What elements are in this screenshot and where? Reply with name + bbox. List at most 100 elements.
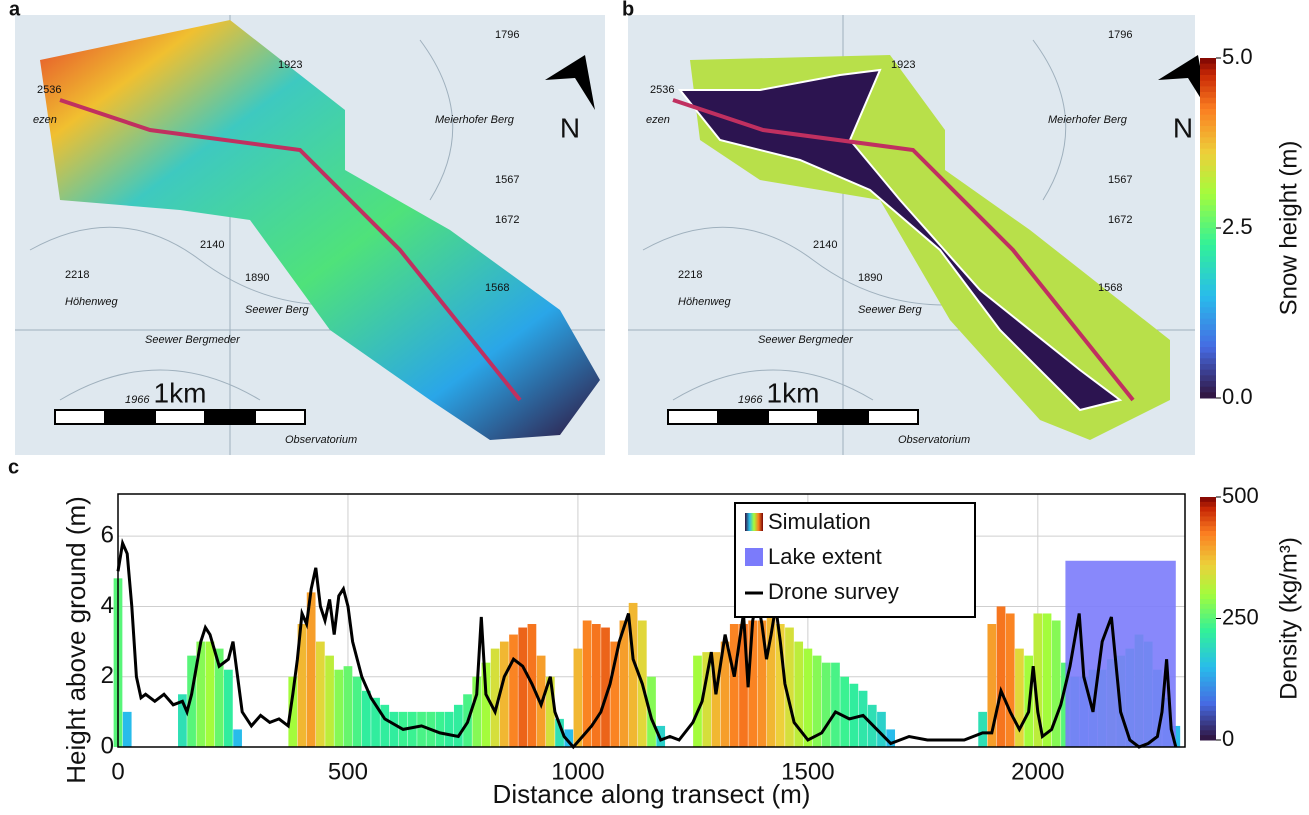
colorbar-cell <box>1200 662 1216 668</box>
north-label: N <box>560 112 580 143</box>
colorbar-cell <box>1200 618 1216 624</box>
simulation-column <box>720 641 730 747</box>
place-label: 1890 <box>245 272 269 284</box>
colorbar-cell <box>1200 497 1216 503</box>
simulation-column <box>591 624 601 747</box>
x-tick-label: 1000 <box>551 758 604 785</box>
colorbar-cell <box>1200 109 1216 116</box>
scale-bar <box>867 409 919 425</box>
colorbar-cell <box>1200 307 1216 314</box>
colorbar-cell <box>1200 381 1216 388</box>
colorbar-cell <box>1200 284 1216 291</box>
simulation-column <box>610 641 620 747</box>
north-label: N <box>1173 112 1193 143</box>
colorbar-cell <box>1200 526 1216 532</box>
simulation-column <box>812 655 822 747</box>
place-label: 1672 <box>495 214 519 226</box>
simulation-column <box>122 711 132 747</box>
simulation-column <box>573 648 583 747</box>
colorbar-cell <box>1200 681 1216 688</box>
colorbar-cell <box>1200 171 1216 178</box>
colorbar-cell <box>1200 599 1216 605</box>
place-label: ezen <box>33 114 57 126</box>
simulation-column <box>840 676 850 747</box>
simulation-column <box>444 711 454 747</box>
colorbar-cell <box>1200 301 1216 308</box>
colorbar-cell <box>1200 501 1216 508</box>
place-label: 1796 <box>495 29 519 41</box>
colorbar-cell <box>1200 126 1216 133</box>
colorbar-cell <box>1200 352 1216 359</box>
colorbar-cell <box>1200 545 1216 551</box>
colorbar-cell <box>1200 623 1216 629</box>
colorbar-cell <box>1200 715 1216 722</box>
simulation-column <box>1033 613 1043 747</box>
colorbar-cell <box>1200 239 1216 246</box>
colorbar-cell <box>1200 642 1216 649</box>
colorbar-cell <box>1200 120 1216 127</box>
colorbar-cell <box>1200 521 1216 527</box>
scale-bar <box>767 409 819 425</box>
colorbar-tick-label: 0 <box>1222 726 1234 751</box>
colorbar-cell <box>1200 613 1216 619</box>
simulation-column <box>187 655 196 747</box>
colorbar-cell <box>1200 177 1216 184</box>
place-label: ezen <box>646 114 670 126</box>
colorbar-cell <box>1200 335 1216 342</box>
simulation-column <box>343 666 353 747</box>
colorbar-cell <box>1200 318 1216 325</box>
simulation-column <box>481 662 491 747</box>
place-label: Meierhofer Berg <box>435 114 515 126</box>
y-tick-label: 0 <box>101 732 114 759</box>
colorbar-cell <box>1200 550 1216 556</box>
colorbar-cell <box>1200 103 1216 110</box>
colorbar-cell <box>1200 75 1216 82</box>
place-label: 2218 <box>678 269 702 281</box>
scale-label: 1km <box>767 377 820 408</box>
legend-swatch <box>745 513 763 531</box>
colorbar-cell <box>1200 80 1216 87</box>
colorbar-cell <box>1200 730 1216 736</box>
simulation-column <box>196 641 206 747</box>
scale-bar <box>254 409 306 425</box>
scale-bar <box>154 409 206 425</box>
colorbar-cell <box>1200 652 1216 658</box>
simulation-column <box>334 669 344 747</box>
colorbar-cell <box>1200 262 1216 269</box>
colorbar-cell <box>1200 584 1216 590</box>
panel-label: a <box>9 0 21 20</box>
colorbar-cell <box>1200 589 1216 595</box>
simulation-column <box>352 676 362 747</box>
colorbar-cell <box>1200 676 1216 683</box>
colorbar-cell <box>1200 608 1216 615</box>
snow-height-map <box>40 20 600 440</box>
north-arrow <box>1158 55 1208 110</box>
simulation-column <box>417 711 426 747</box>
simulation-column <box>1171 725 1181 747</box>
simulation-column <box>647 676 656 747</box>
y-tick-label: 6 <box>101 522 114 549</box>
simulation-column <box>499 641 509 747</box>
panel-label: c <box>8 456 19 478</box>
colorbar-cell <box>1200 256 1216 263</box>
colorbar-cell <box>1200 69 1216 76</box>
colorbar-cell <box>1200 569 1216 576</box>
colorbar-cell <box>1200 273 1216 280</box>
plot-frame <box>117 493 1186 748</box>
deposit <box>677 68 1123 412</box>
simulation-column <box>601 627 610 747</box>
colorbar-cell <box>1200 555 1216 561</box>
simulation-column <box>628 602 638 747</box>
simulation-column <box>233 729 242 747</box>
colorbar-cell <box>1200 637 1216 644</box>
simulation-column <box>711 652 721 747</box>
place-label: 1890 <box>858 272 882 284</box>
simulation-column <box>849 683 859 747</box>
place-label: 1966 <box>738 394 763 406</box>
colorbar-cell <box>1200 341 1216 348</box>
colorbar-cell <box>1200 628 1216 634</box>
colorbar-cell <box>1200 725 1216 731</box>
colorbar-cell <box>1200 114 1216 121</box>
colorbar-cell <box>1200 222 1216 229</box>
simulation-column <box>545 676 555 747</box>
